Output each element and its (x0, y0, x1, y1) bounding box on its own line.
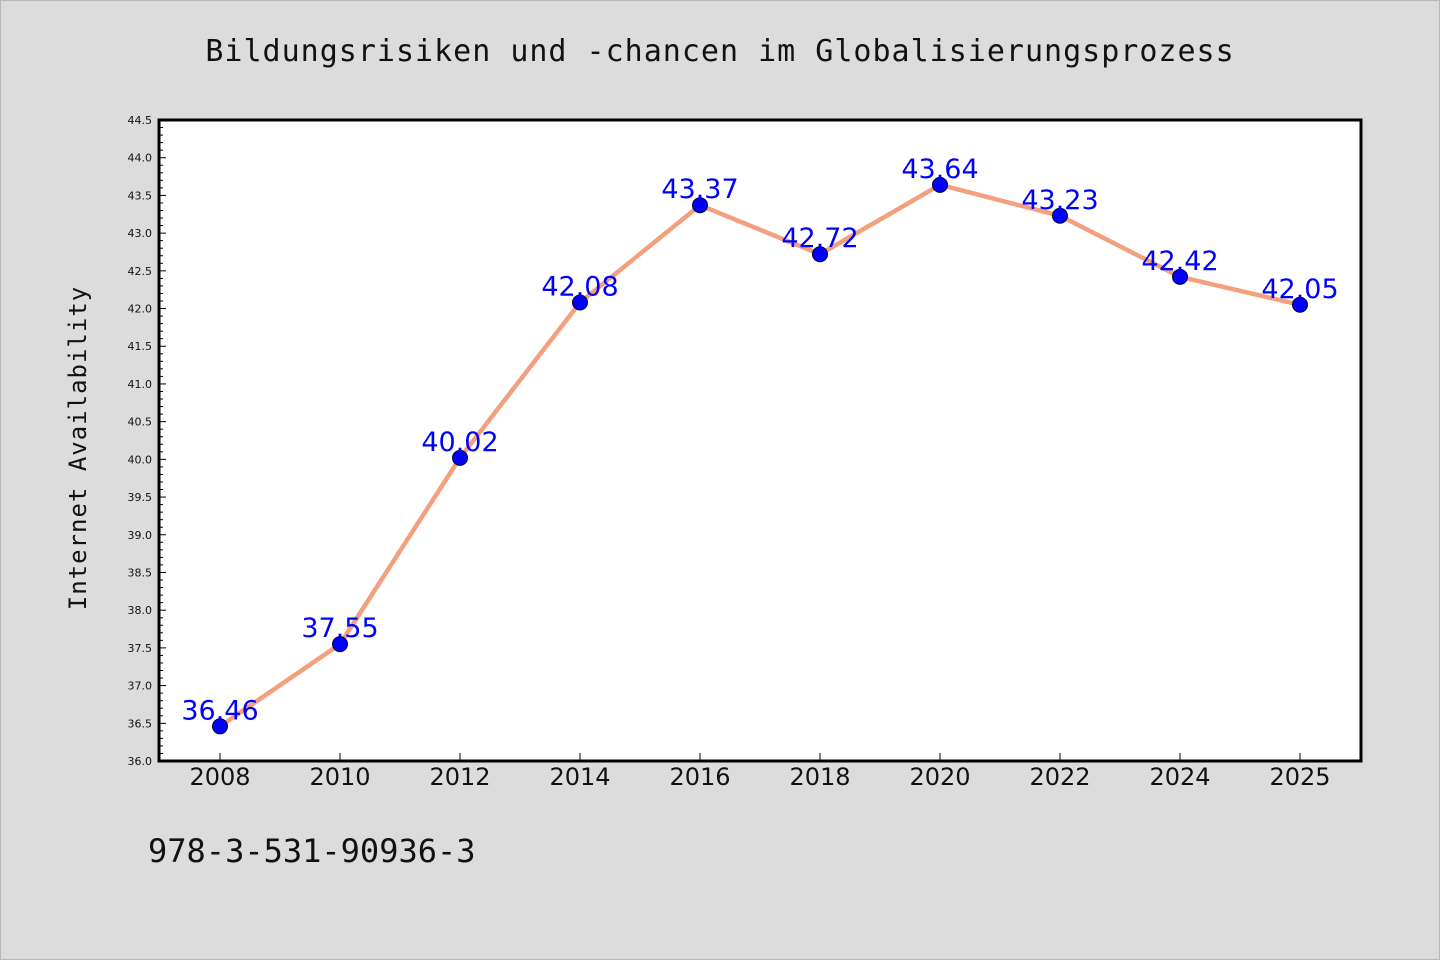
y-tick-label: 37.0 (128, 680, 153, 693)
y-tick-label: 42.5 (128, 265, 153, 278)
x-tick-label: 2024 (1149, 763, 1210, 791)
data-point (812, 246, 828, 263)
y-tick-label: 36.5 (128, 717, 153, 730)
data-label: 43.64 (901, 154, 978, 185)
y-tick-label: 44.0 (128, 152, 153, 165)
y-tick-label: 43.5 (128, 189, 153, 202)
chart-title: Bildungsrisiken und -chancen im Globalis… (205, 34, 1235, 69)
data-point (1172, 268, 1188, 285)
data-label: 40.02 (421, 427, 498, 458)
data-label: 42.72 (781, 223, 858, 254)
data-point (1052, 207, 1068, 224)
y-tick-label: 38.0 (128, 604, 153, 617)
x-tick-label: 2020 (909, 763, 970, 791)
x-tick-label: 2022 (1029, 763, 1090, 791)
data-point (332, 636, 348, 653)
data-label: 37.55 (301, 613, 378, 644)
x-tick-label: 2010 (309, 763, 370, 791)
x-tick-label: 2014 (549, 763, 610, 791)
data-point (1292, 296, 1308, 313)
y-tick-label: 39.0 (128, 529, 153, 542)
x-tick-label: 2012 (429, 763, 490, 791)
y-axis: 36.0 36.5 37.0 37.5 38.0 38.5 39.0 39.5 40.0 40.5… (128, 114, 166, 768)
x-tick-label: 2018 (789, 763, 850, 791)
data-point (692, 197, 708, 214)
x-tick-label: 2016 (669, 763, 730, 791)
plot-area (157, 118, 1363, 763)
series-group: 36.46 37.55 40.02 42.08 43.37 42.72 43.64 43.23… (181, 154, 1339, 735)
y-tick-label: 39.5 (128, 491, 153, 504)
data-label: 42.42 (1141, 246, 1218, 277)
y-tick-label: 42.0 (128, 303, 153, 316)
data-label: 42.05 (1261, 274, 1338, 305)
y-tick-label: 38.5 (128, 566, 153, 579)
data-point (932, 176, 948, 193)
y-tick-label: 37.5 (128, 642, 153, 655)
y-tick-label: 43.0 (128, 227, 153, 240)
y-tick-label: 36.0 (128, 755, 153, 768)
data-label: 43.37 (661, 174, 738, 205)
series-line (217, 182, 1303, 729)
data-point (572, 294, 588, 311)
x-tick-label: 2025 (1269, 763, 1330, 791)
y-axis-label: Internet Availability (64, 286, 92, 610)
data-point (452, 449, 468, 466)
x-axis: 2008 2010 2012 2014 2016 2018 2020 2022 2024 2025 (189, 753, 1331, 791)
x-tick-label: 2008 (189, 763, 250, 791)
data-point (212, 718, 228, 735)
data-label: 43.23 (1021, 185, 1098, 216)
isbn-text: 978-3-531-90936-3 (148, 832, 476, 870)
y-tick-label: 41.5 (128, 340, 153, 353)
y-tick-label: 41.0 (128, 378, 153, 391)
data-label: 42.08 (541, 271, 618, 302)
y-tick-label: 44.5 (128, 114, 153, 127)
data-label: 36.46 (181, 695, 258, 726)
y-tick-label: 40.0 (128, 453, 153, 466)
y-tick-label: 40.5 (128, 416, 153, 429)
